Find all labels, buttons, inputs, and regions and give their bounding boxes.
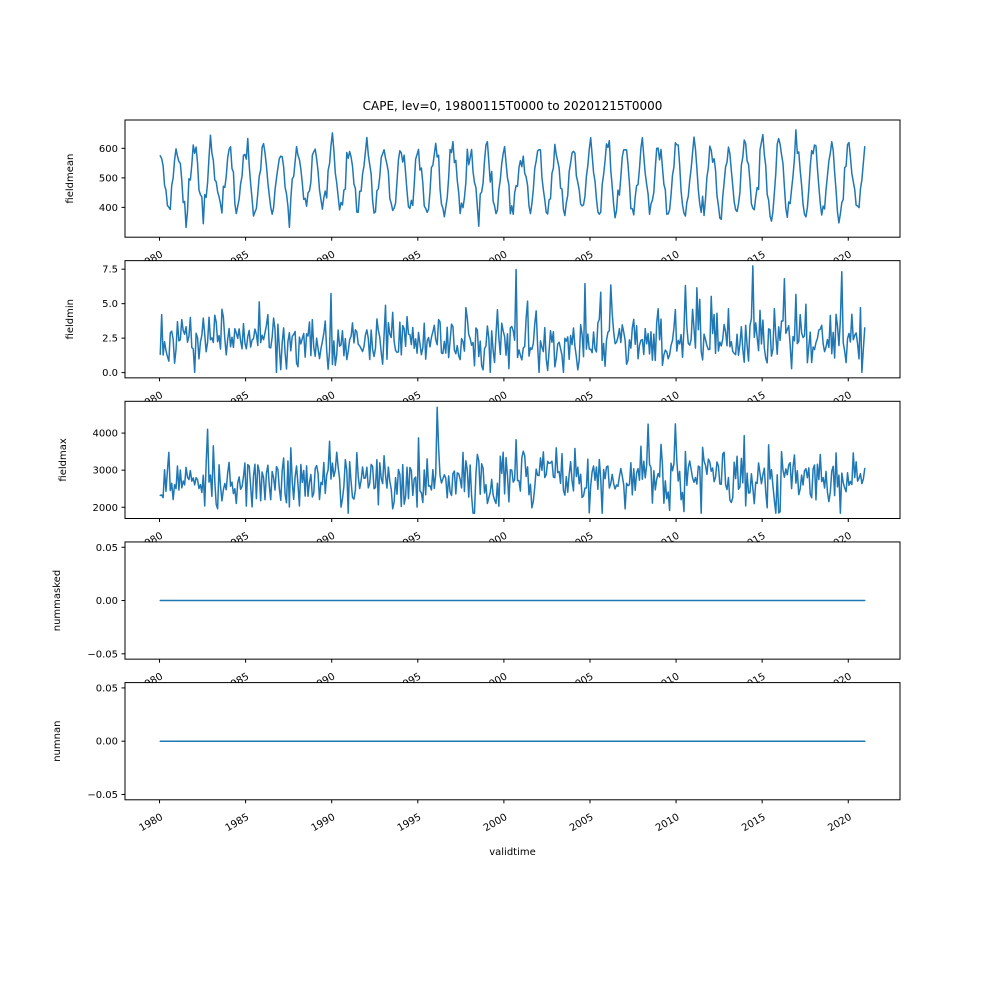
x-tick-label: 2015 (740, 812, 768, 834)
x-tick-label: 1990 (310, 812, 338, 834)
y-tick-label: 0.05 (96, 543, 118, 554)
x-tick-label: 1995 (396, 812, 424, 834)
subplot-numnan: −0.05 0.00 0.05 1980 1985 1990 1995 2000 2005 201… (52, 682, 901, 834)
y-axis-label-fieldmean: fieldmean (65, 154, 76, 204)
y-axis-label-nummasked: nummasked (52, 570, 63, 631)
y-tick-label: 0.05 (96, 683, 118, 694)
series-line-fieldmax (159, 406, 866, 514)
plot-area-fieldmax (124, 400, 901, 519)
chart-title: CAPE, lev=0, 19800115T0000 to 20201215T0… (363, 99, 663, 113)
x-tick-labels: 1980 1985 1990 1995 2000 2005 2010 2015 2020 (137, 799, 854, 834)
y-tick-label: 0.00 (96, 596, 118, 607)
subplot-fieldmin: 0.02.55.07.51980198519901995200020052010… (65, 260, 901, 412)
y-tick-labels: −0.05 0.00 0.05 (87, 683, 125, 801)
series-line-fieldmean (159, 129, 866, 229)
y-tick-label: 500 (99, 173, 118, 184)
y-tick-label: 3000 (93, 466, 118, 477)
y-tick-label: 2.5 (102, 334, 118, 345)
subplot-nummasked: −0.050.000.05198019851990199520002005201… (52, 541, 901, 693)
y-tick-label: 2000 (93, 503, 118, 514)
y-tick-labels: 400 500 600 (99, 144, 125, 214)
y-tick-labels: 0.0 2.5 5.0 7.5 (102, 265, 125, 379)
y-tick-labels: −0.05 0.00 0.05 (87, 543, 125, 660)
x-axis-label: validtime (489, 847, 536, 858)
x-tick-label: 2005 (568, 812, 596, 834)
y-tick-label: −0.05 (87, 790, 118, 801)
y-tick-label: 7.5 (102, 265, 118, 276)
plot-area-fieldmin (124, 260, 901, 379)
x-tick-label: 1980 (137, 812, 165, 834)
y-tick-label: 5.0 (102, 299, 118, 310)
subplots-group: 400 500 600 1980 1985 1990 1995 2000 2005 2010 201… (52, 119, 901, 834)
y-axis-label-numnan: numnan (52, 721, 63, 762)
y-tick-label: 4000 (93, 429, 118, 440)
y-tick-label: 0.0 (102, 368, 118, 379)
x-tick-label: 2010 (654, 812, 682, 834)
y-tick-label: 0.00 (96, 737, 118, 748)
y-tick-labels: 2000 3000 4000 (93, 429, 125, 514)
y-axis-label-fieldmax: fieldmax (58, 438, 69, 481)
y-tick-label: 400 (99, 203, 118, 214)
subplot-fieldmean: 4005006001980198519901995200020052010201… (65, 119, 901, 272)
y-tick-label: 600 (99, 144, 118, 155)
x-tick-label: 2000 (482, 812, 510, 834)
y-axis-label-fieldmin: fieldmin (65, 299, 76, 339)
series-line-fieldmin (159, 265, 866, 374)
x-tick-label: 1985 (224, 812, 252, 834)
y-tick-label: −0.05 (87, 649, 118, 660)
subplot-fieldmax: 2000300040001980198519901995200020052010… (58, 400, 901, 553)
x-tick-label: 2020 (826, 812, 854, 834)
